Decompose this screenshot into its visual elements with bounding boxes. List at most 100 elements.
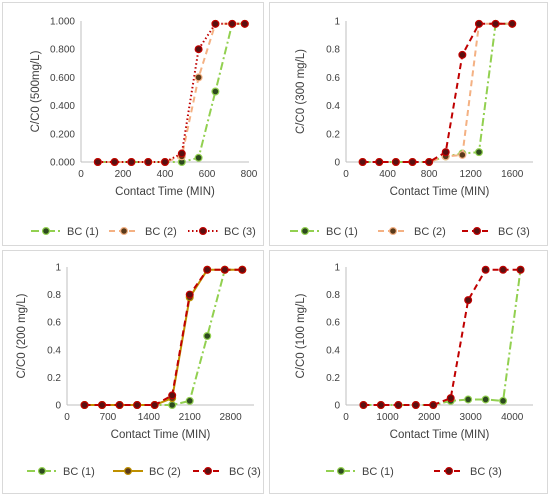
chart-panel-2: 0 0.2 0.4 0.6 0.8 1 0 400 800 1200 1600 Contact Tim… xyxy=(269,2,548,246)
data-point xyxy=(211,87,220,96)
chart-panel-1: 0.000 0.200 0.400 0.600 0.800 1.000 0 200 400 600… xyxy=(2,2,264,246)
y-tick-label: 0.4 xyxy=(326,345,340,356)
series-line xyxy=(84,268,243,406)
data-point xyxy=(238,265,247,274)
data-point xyxy=(220,265,229,274)
series-line xyxy=(97,22,245,163)
x-tick-label: 0 xyxy=(343,169,349,180)
series-line xyxy=(362,22,513,163)
data-point xyxy=(474,19,483,28)
x-tick-label: 800 xyxy=(421,169,438,180)
chart-svg: 0.000 0.200 0.400 0.600 0.800 1.000 0 200 400 600… xyxy=(30,17,258,239)
data-point xyxy=(211,19,220,28)
data-point xyxy=(464,296,473,305)
data-point xyxy=(458,50,467,59)
x-axis-label: Contact Time (MIN) xyxy=(390,429,490,441)
legend-label: BC (2) xyxy=(145,226,177,238)
y-tick-label: 1 xyxy=(334,17,340,28)
data-point xyxy=(194,153,203,162)
legend-label: BC (1) xyxy=(67,226,99,238)
data-point xyxy=(411,401,420,410)
data-point xyxy=(185,396,194,405)
data-point xyxy=(168,401,177,410)
data-point xyxy=(464,395,473,404)
x-tick-label: 400 xyxy=(379,169,396,180)
data-point xyxy=(491,19,500,28)
y-axis-label: C/C0 (100 mg/L) xyxy=(295,293,307,378)
data-point xyxy=(474,148,483,157)
data-point xyxy=(93,158,102,167)
y-tick-label: 1 xyxy=(334,263,340,274)
legend-label: BC (1) xyxy=(63,466,95,478)
y-tick-label: 1 xyxy=(55,263,61,274)
legend-marker xyxy=(445,467,454,476)
data-point xyxy=(98,401,107,410)
data-point xyxy=(150,401,159,410)
legend-marker xyxy=(388,227,397,236)
legend-marker xyxy=(336,467,345,476)
series-line xyxy=(84,268,243,406)
legend-marker xyxy=(204,467,213,476)
y-axis-label: C/C0 (500mg/L) xyxy=(30,50,42,132)
y-tick-label: 0 xyxy=(55,401,61,412)
y-tick-label: 0 xyxy=(334,401,340,412)
legend-label: BC (1) xyxy=(326,226,358,238)
x-axis-label: Contact Time (MIN) xyxy=(111,429,211,441)
legend-label: BC (3) xyxy=(498,226,530,238)
chart-svg: 0 0.2 0.4 0.6 0.8 1 0 400 800 1200 1600 Contact Tim… xyxy=(290,17,533,238)
data-point xyxy=(481,265,490,274)
x-tick-label: 0 xyxy=(78,169,84,180)
data-point xyxy=(408,158,417,167)
legend-marker xyxy=(37,467,46,476)
legend-marker xyxy=(123,467,132,476)
data-point xyxy=(203,265,212,274)
y-tick-label: 0.2 xyxy=(47,373,61,384)
data-point xyxy=(144,158,153,167)
x-tick-label: 1000 xyxy=(376,412,399,423)
series-line xyxy=(363,269,522,406)
y-tick-label: 0.400 xyxy=(50,101,75,112)
chart-panel-4: 0 0.2 0.4 0.6 0.8 1 0 1000 2000 3000 4000 Contact T… xyxy=(269,250,548,494)
x-tick-label: 0 xyxy=(64,412,70,423)
legend-label: BC (3) xyxy=(224,226,256,238)
y-axis-label: C/C0 (300 mg/L) xyxy=(295,49,307,134)
legend-label: BC (1) xyxy=(362,466,394,478)
y-tick-label: 0.8 xyxy=(326,290,340,301)
data-point xyxy=(375,158,384,167)
y-tick-label: 0.4 xyxy=(47,345,61,356)
series-line xyxy=(362,22,513,163)
data-point xyxy=(499,396,508,405)
y-tick-label: 0.6 xyxy=(47,318,61,329)
data-point xyxy=(168,391,177,400)
data-point xyxy=(185,290,194,299)
x-tick-label: 3000 xyxy=(460,412,483,423)
data-point xyxy=(115,401,124,410)
x-tick-label: 600 xyxy=(199,169,216,180)
x-tick-label: 2800 xyxy=(220,412,243,423)
y-tick-label: 1.000 xyxy=(50,17,75,28)
chart-panel-3: 0 0.2 0.4 0.6 0.8 1 0 700 1400 2100 2800 Contact Ti… xyxy=(2,250,264,494)
data-point xyxy=(161,158,170,167)
y-axis-label: C/C0 (200 mg/L) xyxy=(16,293,28,378)
x-tick-label: 0 xyxy=(343,412,349,423)
data-point xyxy=(458,150,467,159)
data-point xyxy=(177,149,186,158)
legend-marker xyxy=(199,227,208,236)
data-point xyxy=(425,158,434,167)
data-point xyxy=(441,148,450,157)
chart-svg: 0 0.2 0.4 0.6 0.8 1 0 1000 2000 3000 4000 Contact T… xyxy=(295,263,533,478)
x-tick-label: 400 xyxy=(157,169,174,180)
y-tick-label: 0.000 xyxy=(50,158,75,169)
data-point xyxy=(391,158,400,167)
y-tick-label: 0.2 xyxy=(326,373,340,384)
data-point xyxy=(376,401,385,410)
y-tick-label: 0.800 xyxy=(50,45,75,56)
x-tick-label: 4000 xyxy=(501,412,524,423)
series-line xyxy=(97,22,245,163)
y-tick-label: 0.6 xyxy=(326,73,340,84)
x-tick-label: 2000 xyxy=(418,412,441,423)
x-tick-label: 200 xyxy=(115,169,132,180)
x-tick-label: 1200 xyxy=(460,169,483,180)
data-point xyxy=(516,265,525,274)
data-point xyxy=(508,19,517,28)
